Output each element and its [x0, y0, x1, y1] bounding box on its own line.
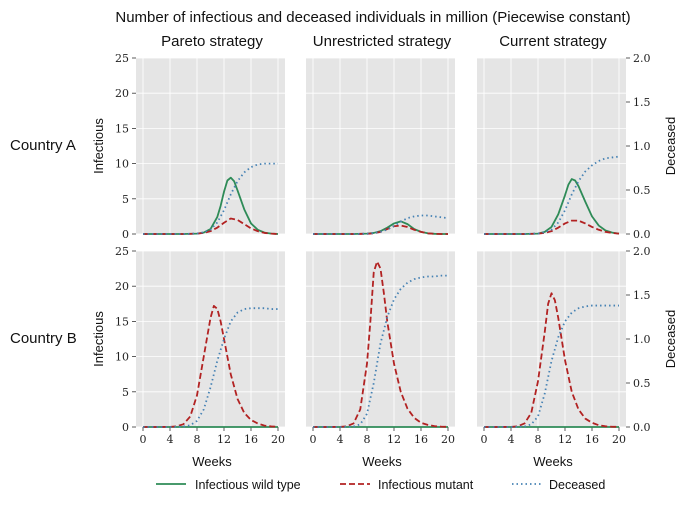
x-tick-label-r2c3-20: 20: [612, 433, 626, 446]
left-tick-label-r2c1-25: 25: [115, 245, 129, 258]
series-wild-r1c1: [143, 176, 279, 235]
x-tick-label-r2c3-12: 12: [558, 433, 572, 446]
right-tick-label-r1c3-0.0: 0.0: [633, 228, 651, 241]
legend: Infectious wild type Infectious mutant D…: [156, 478, 605, 492]
x-tick-label-r2c1-4: 4: [167, 433, 174, 446]
series-deceased-r1c3: [484, 155, 620, 235]
left-tick-label-r2c1-0: 0: [122, 421, 129, 434]
series-deceased-r1c1: [143, 162, 278, 235]
series-deceased-r2c1: [143, 307, 278, 428]
panel-background-r2c3: [477, 251, 626, 427]
series-mutant-r2c2: [313, 260, 449, 428]
panel-r2c1: 0 5 10 15 20 25 0 4 8 12 16 20: [115, 245, 285, 446]
right-tick-label-r2c3-1.0: 1.0: [633, 333, 651, 346]
right-tick-label-r1c3-2.0: 2.0: [633, 52, 651, 65]
series-mutant-r2c3: [484, 292, 620, 428]
row-label-country-a: Country A: [10, 137, 76, 154]
left-tick-label-r1c1-10: 10: [115, 158, 129, 171]
left-axis-label-bottom: Infectious: [91, 311, 106, 367]
column-title-unrestricted: Unrestricted strategy: [313, 33, 452, 50]
series-deceased-r1c2: [313, 214, 449, 235]
x-tick-label-r2c2-20: 20: [441, 433, 455, 446]
panel-r1c1: 0 5 10 15 20 25: [115, 52, 285, 241]
legend-label-mutant: Infectious mutant: [378, 478, 474, 492]
x-tick-label-r2c3-0: 0: [481, 433, 488, 446]
panel-background-r1c2: [306, 58, 455, 234]
x-tick-label-r2c1-16: 16: [244, 433, 258, 446]
left-tick-label-r2c1-20: 20: [115, 280, 129, 293]
x-tick-label-r2c2-8: 8: [364, 433, 371, 446]
left-tick-label-r1c1-15: 15: [115, 122, 129, 135]
x-tick-label-r2c2-0: 0: [310, 433, 317, 446]
left-tick-label-r2c1-5: 5: [122, 386, 129, 399]
x-tick-label-r2c3-4: 4: [508, 433, 515, 446]
column-title-pareto: Pareto strategy: [161, 33, 263, 50]
panel-background-r2c2: [306, 251, 455, 427]
panel-r1c3: 0.0 0.5 1.0 1.5 2.0: [477, 52, 651, 241]
x-axis-label-current: Weeks: [533, 454, 573, 469]
left-tick-label-r1c1-20: 20: [115, 87, 129, 100]
right-tick-label-r1c3-0.5: 0.5: [633, 184, 651, 197]
legend-label-deceased: Deceased: [549, 478, 605, 492]
right-tick-label-r2c3-2.0: 2.0: [633, 245, 651, 258]
left-tick-label-r2c1-15: 15: [115, 315, 129, 328]
x-axis-label-pareto: Weeks: [192, 454, 232, 469]
legend-label-wild: Infectious wild type: [195, 478, 301, 492]
row-label-country-b: Country B: [10, 330, 77, 347]
series-mutant-r2c1: [143, 305, 279, 428]
left-tick-label-r1c1-0: 0: [122, 228, 129, 241]
x-tick-label-r2c1-0: 0: [140, 433, 147, 446]
right-tick-label-r2c3-0.5: 0.5: [633, 377, 651, 390]
x-tick-label-r2c3-16: 16: [585, 433, 599, 446]
x-tick-label-r2c2-4: 4: [337, 433, 344, 446]
panel-background-r1c3: [477, 58, 626, 234]
right-tick-label-r1c3-1.0: 1.0: [633, 140, 651, 153]
x-tick-label-r2c2-12: 12: [387, 433, 401, 446]
x-tick-label-r2c1-8: 8: [194, 433, 201, 446]
left-tick-label-r1c1-25: 25: [115, 52, 129, 65]
left-axis-label-top: Infectious: [91, 118, 106, 174]
x-tick-label-r2c2-16: 16: [414, 433, 428, 446]
figure-title: Number of infectious and deceased indivi…: [115, 9, 630, 26]
x-tick-label-r2c1-20: 20: [271, 433, 285, 446]
x-tick-label-r2c1-12: 12: [217, 433, 231, 446]
left-tick-label-r1c1-5: 5: [122, 193, 129, 206]
panel-background-r1c1: [136, 58, 285, 234]
right-tick-label-r2c3-0.0: 0.0: [633, 421, 651, 434]
right-tick-label-r2c3-1.5: 1.5: [633, 289, 651, 302]
right-axis-label-top: Deceased: [663, 117, 678, 176]
right-tick-label-r1c3-1.5: 1.5: [633, 96, 651, 109]
right-axis-label-bottom: Deceased: [663, 310, 678, 369]
x-tick-label-r2c3-8: 8: [535, 433, 542, 446]
panels-group: 0 5 10 15 20 25 0.0 0.5 1.0 1.5 2.0 0 5 10 15 20 25 0 4 8 12…: [115, 52, 651, 446]
panel-r1c2: [306, 57, 455, 235]
panel-r2c3: 0.0 0.5 1.0 1.5 2.0 0 4 8 12 16 20: [477, 245, 651, 446]
left-tick-label-r2c1-10: 10: [115, 351, 129, 364]
panel-background-r2c1: [136, 251, 285, 427]
x-axis-label-unrestricted: Weeks: [362, 454, 402, 469]
column-title-current: Current strategy: [499, 33, 607, 50]
panel-r2c2: 0 4 8 12 16 20: [306, 250, 455, 446]
